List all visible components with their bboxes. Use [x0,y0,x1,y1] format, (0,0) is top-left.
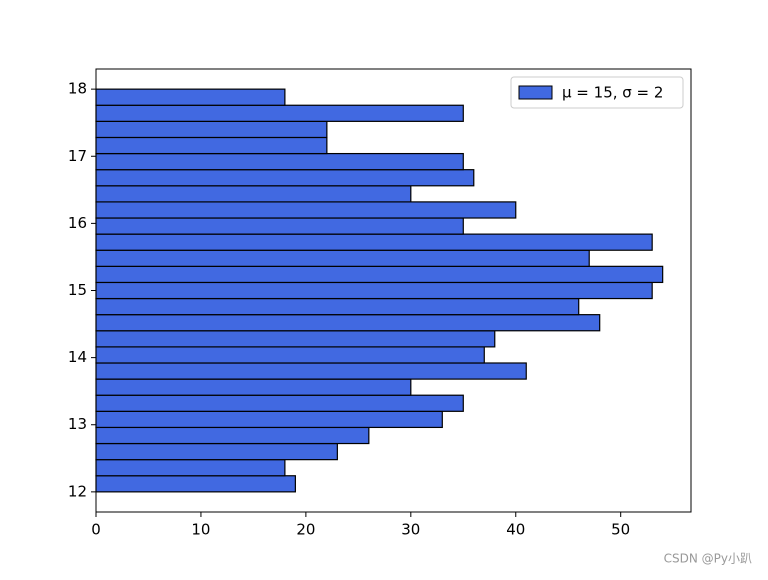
bar [95,152,464,171]
bar [95,185,412,203]
y-tick-label: 16 [68,214,87,232]
bar [95,136,328,155]
bar [95,249,590,267]
bar [95,217,464,235]
x-tick-label: 30 [401,521,420,539]
bar [95,104,464,122]
bar [95,475,296,493]
legend-label: μ = 15, σ = 2 [562,84,663,102]
bar [95,459,286,477]
legend-box [510,76,684,109]
bar [95,297,580,316]
bar [95,265,664,284]
x-tick-label: 20 [296,521,315,539]
y-tick-label: 14 [68,348,87,366]
bar [95,426,370,445]
x-tick-label: 0 [91,521,101,539]
y-tick-label: 18 [68,80,87,98]
y-tick-label: 15 [68,281,87,299]
y-tick-label: 12 [68,482,87,500]
y-tick-label: 13 [68,415,87,433]
bar [95,442,338,461]
bar [95,88,286,106]
bar [95,330,496,348]
x-tick-label: 10 [191,521,210,539]
watermark: CSDN @Py小趴 [664,552,752,566]
legend-swatch [518,85,553,100]
bar [95,410,443,429]
x-tick-label: 50 [611,521,630,539]
bar [95,281,653,300]
bar [95,314,601,332]
bar [95,394,464,412]
bar [95,120,328,139]
x-tick-label: 40 [506,521,525,539]
bar [95,233,653,251]
bar [95,346,485,364]
bar [95,378,412,396]
bar [95,169,475,187]
bar [95,362,527,380]
bar [95,201,517,219]
y-tick-label: 17 [68,147,87,165]
